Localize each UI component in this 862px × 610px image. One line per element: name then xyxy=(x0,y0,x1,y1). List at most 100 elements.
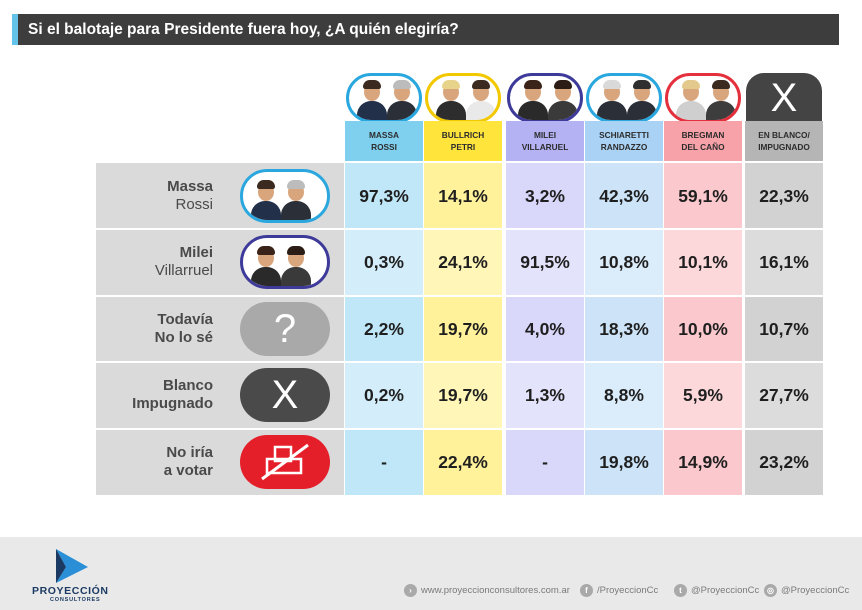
hair-shape xyxy=(257,180,275,189)
column-label-line2: VILLARUEL xyxy=(521,142,569,152)
data-cell: 0,2% xyxy=(345,362,423,428)
hair-shape xyxy=(363,80,381,89)
column-label: SCHIARETTI RANDAZZO xyxy=(585,121,663,161)
row-label-line2: Rossi xyxy=(175,196,213,213)
column-header-milei_villarruel: MILEI VILLARUEL xyxy=(506,73,584,161)
data-cell: 3,2% xyxy=(506,163,584,229)
instagram-link[interactable]: ◎ @ProyeccionCc xyxy=(764,584,849,597)
data-cell: 19,7% xyxy=(424,362,502,428)
logo-sub: CONSULTORES xyxy=(50,597,101,603)
body-shape xyxy=(706,101,736,120)
hair-shape xyxy=(442,80,460,89)
person-silhouette xyxy=(251,245,281,286)
data-cell: 22,4% xyxy=(424,429,502,495)
person-silhouette xyxy=(357,79,387,120)
milei-villarruel-photo xyxy=(240,235,330,289)
instagram-icon: ◎ xyxy=(764,584,777,597)
body-shape xyxy=(436,101,466,120)
row-separator xyxy=(96,361,828,363)
column-label-line1: EN BLANCO/ xyxy=(758,130,810,140)
hair-shape xyxy=(287,246,305,255)
row-separator xyxy=(96,295,828,297)
person-silhouette xyxy=(387,79,417,120)
data-cell: 91,5% xyxy=(506,229,584,295)
crossed-ballot-icon xyxy=(240,435,330,489)
data-cell: 27,7% xyxy=(745,362,823,428)
x-glyph: X xyxy=(271,373,299,417)
data-cell: 1,3% xyxy=(506,362,584,428)
instagram-text: @ProyeccionCc xyxy=(781,585,850,596)
facebook-icon: f xyxy=(580,584,593,597)
body-shape xyxy=(387,101,417,120)
row-label-line2: Villarruel xyxy=(154,262,213,279)
data-cell: 14,1% xyxy=(424,163,502,229)
candidate-photo-bullrich_petri xyxy=(425,73,501,123)
hair-shape xyxy=(682,80,700,89)
hair-shape xyxy=(287,180,305,189)
data-cell: 19,7% xyxy=(424,296,502,362)
row-label-line1: No iría xyxy=(166,444,213,461)
column-label: MASSA ROSSI xyxy=(345,121,423,161)
twitter-link[interactable]: t @ProyeccionCc xyxy=(674,584,759,597)
website-link[interactable]: › www.proyeccionconsultores.com.ar xyxy=(404,584,570,597)
x-icon: X xyxy=(240,368,330,422)
data-cell: 10,0% xyxy=(664,296,742,362)
column-label-line1: MILEI xyxy=(533,130,557,140)
question-icon: ? xyxy=(240,302,330,356)
candidate-photo-milei_villarruel xyxy=(507,73,583,123)
row-label: No iría a votar xyxy=(96,429,213,495)
person-silhouette xyxy=(281,179,311,220)
column-label: MILEI VILLARUEL xyxy=(506,121,584,161)
body-shape xyxy=(251,267,281,286)
data-cell: 8,8% xyxy=(585,362,663,428)
data-cell: 5,9% xyxy=(664,362,742,428)
person-silhouette xyxy=(518,79,548,120)
body-shape xyxy=(251,201,281,220)
hair-shape xyxy=(257,246,275,255)
data-cell: 24,1% xyxy=(424,229,502,295)
person-silhouette xyxy=(676,79,706,120)
column-label-line2: PETRI xyxy=(450,142,476,152)
row-separator xyxy=(96,428,828,430)
chart-title: Si el balotaje para Presidente fuera hoy… xyxy=(28,21,459,38)
hair-shape xyxy=(524,80,542,89)
person-silhouette xyxy=(706,79,736,120)
body-shape xyxy=(466,101,496,120)
data-cell: 10,1% xyxy=(664,229,742,295)
data-cell: 18,3% xyxy=(585,296,663,362)
question-glyph: ? xyxy=(273,307,297,351)
facebook-text: /ProyeccionCc xyxy=(597,585,659,596)
column-header-en_blanco: X EN BLANCO/IMPUGNADO xyxy=(745,73,823,161)
person-silhouette xyxy=(251,179,281,220)
column-header-bullrich_petri: BULLRICH PETRI xyxy=(424,73,502,161)
body-shape xyxy=(518,101,548,120)
row-label: Blanco Impugnado xyxy=(96,362,213,428)
data-cell: 42,3% xyxy=(585,163,663,229)
data-cell: 59,1% xyxy=(664,163,742,229)
facebook-link[interactable]: f /ProyeccionCc xyxy=(580,584,658,597)
body-shape xyxy=(281,267,311,286)
column-label-line2: ROSSI xyxy=(371,142,397,152)
column-header-schiaretti_randazzo: SCHIARETTI RANDAZZO xyxy=(585,73,663,161)
row-label-line1: Blanco xyxy=(162,377,213,394)
data-cell: 10,8% xyxy=(585,229,663,295)
hair-shape xyxy=(393,80,411,89)
body-shape xyxy=(357,101,387,120)
row-label-line1: Massa xyxy=(167,178,213,195)
twitter-icon: t xyxy=(674,584,687,597)
title-accent xyxy=(12,14,18,45)
data-cell: 0,3% xyxy=(345,229,423,295)
row-label-line2: a votar xyxy=(163,462,213,479)
footer: PROYECCIÓN CONSULTORES › www.proyeccionc… xyxy=(0,537,862,610)
logo-name: PROYECCIÓN xyxy=(32,585,109,597)
data-cell: 22,3% xyxy=(745,163,823,229)
column-label: EN BLANCO/IMPUGNADO xyxy=(745,121,823,161)
column-label: BULLRICH PETRI xyxy=(424,121,502,161)
column-label-line2: DEL CAÑO xyxy=(681,142,725,152)
body-shape xyxy=(597,101,627,120)
column-label-line1: MASSA xyxy=(369,130,399,140)
column-label-line2: RANDAZZO xyxy=(600,142,648,152)
data-cell: 97,3% xyxy=(345,163,423,229)
row-label-line2: Impugnado xyxy=(132,395,213,412)
person-silhouette xyxy=(466,79,496,120)
